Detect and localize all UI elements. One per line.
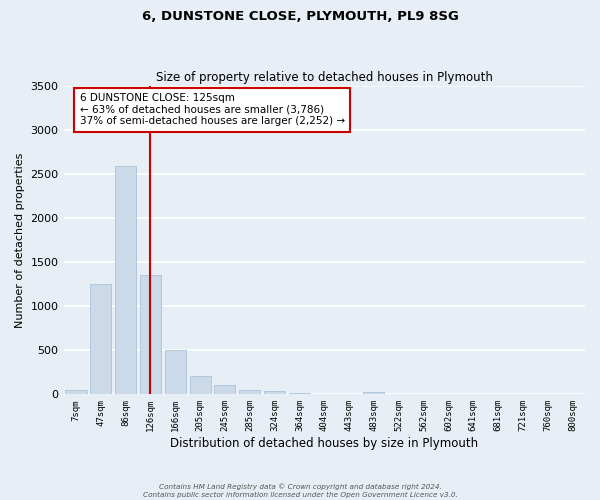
- Bar: [289, 392, 310, 394]
- Y-axis label: Number of detached properties: Number of detached properties: [15, 152, 25, 328]
- Bar: [190, 376, 211, 394]
- Bar: [140, 276, 161, 394]
- Bar: [264, 391, 285, 394]
- Bar: [165, 350, 186, 395]
- Text: 6 DUNSTONE CLOSE: 125sqm
← 63% of detached houses are smaller (3,786)
37% of sem: 6 DUNSTONE CLOSE: 125sqm ← 63% of detach…: [80, 93, 345, 126]
- Bar: [239, 390, 260, 394]
- Bar: [115, 166, 136, 394]
- Text: Contains HM Land Registry data © Crown copyright and database right 2024.
Contai: Contains HM Land Registry data © Crown c…: [143, 484, 457, 498]
- Bar: [214, 384, 235, 394]
- X-axis label: Distribution of detached houses by size in Plymouth: Distribution of detached houses by size …: [170, 437, 478, 450]
- Bar: [65, 390, 86, 394]
- Bar: [90, 284, 112, 395]
- Text: 6, DUNSTONE CLOSE, PLYMOUTH, PL9 8SG: 6, DUNSTONE CLOSE, PLYMOUTH, PL9 8SG: [142, 10, 458, 23]
- Bar: [364, 392, 385, 394]
- Title: Size of property relative to detached houses in Plymouth: Size of property relative to detached ho…: [156, 70, 493, 84]
